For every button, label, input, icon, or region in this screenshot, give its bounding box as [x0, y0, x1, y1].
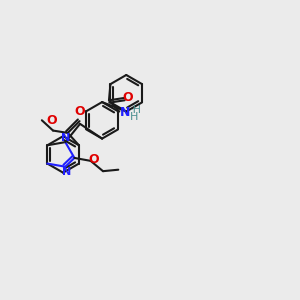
Text: O: O [122, 91, 133, 104]
Text: ·H: ·H [130, 105, 142, 115]
Text: O: O [75, 105, 86, 118]
Text: O: O [88, 153, 99, 166]
Text: O: O [46, 114, 57, 127]
Text: N: N [119, 106, 130, 118]
Text: N: N [62, 167, 71, 177]
Text: N: N [61, 133, 70, 143]
Text: H: H [130, 112, 138, 122]
